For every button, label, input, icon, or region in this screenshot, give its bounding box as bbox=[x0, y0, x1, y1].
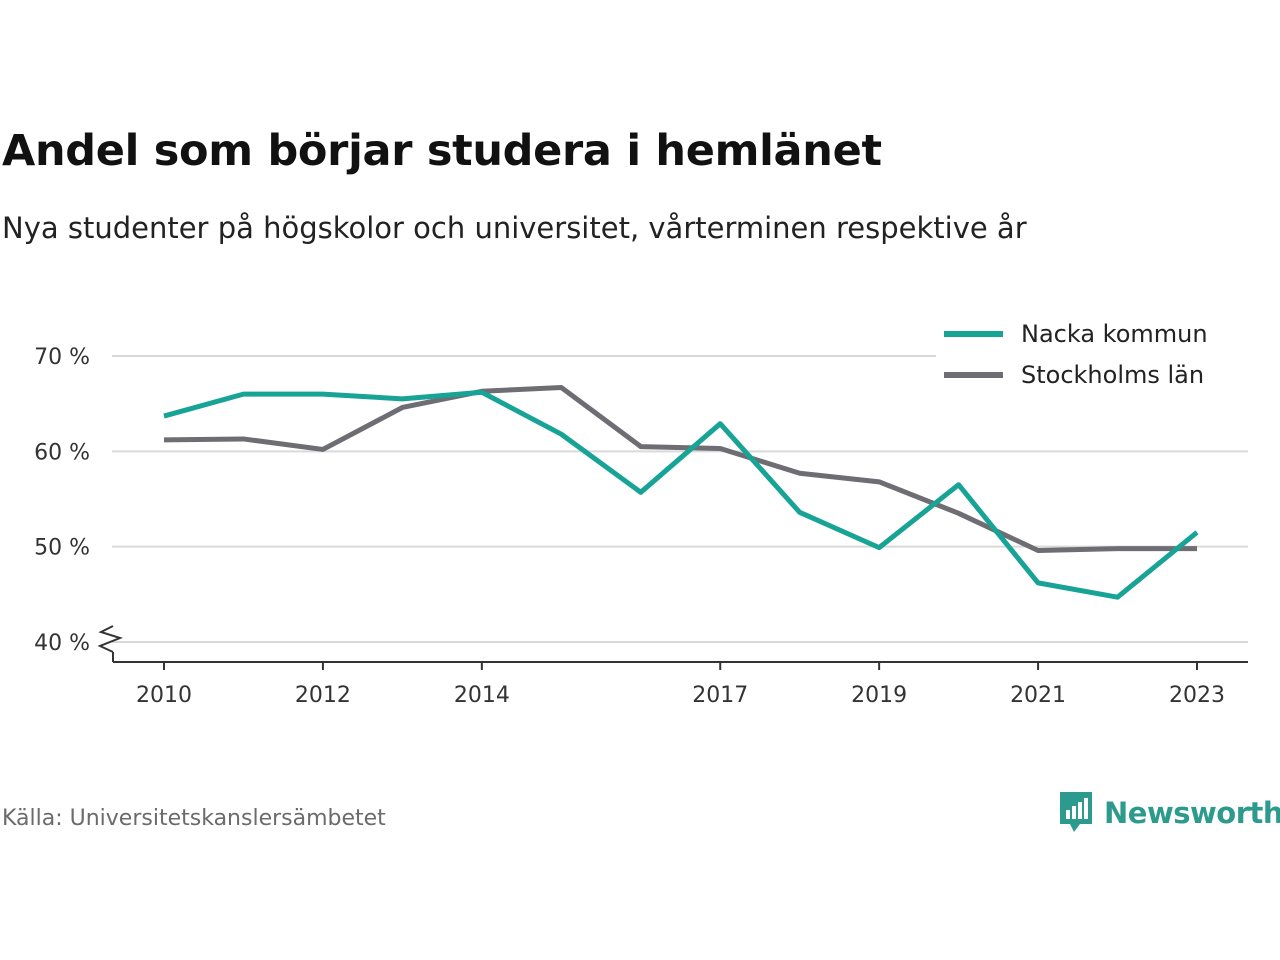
x-tick-label: 2023 bbox=[1169, 683, 1225, 708]
x-tick-label: 2019 bbox=[851, 683, 907, 708]
brand-logo: Newsworthy bbox=[1058, 790, 1280, 836]
axis-break-icon bbox=[97, 625, 123, 653]
x-tick-label: 2021 bbox=[1010, 683, 1066, 708]
source-note: Källa: Universitetskanslersämbetet bbox=[2, 806, 386, 831]
chart-subtitle: Nya studenter på högskolor och universit… bbox=[2, 211, 1027, 245]
x-tick-label: 2010 bbox=[136, 683, 192, 708]
y-tick-label: 50 % bbox=[34, 536, 90, 561]
series-lines bbox=[163, 384, 1199, 600]
legend-background bbox=[936, 312, 1258, 400]
legend-label: Nacka kommun bbox=[1021, 320, 1208, 348]
legend-label: Stockholms län bbox=[1021, 361, 1204, 389]
y-tick-label: 70 % bbox=[34, 345, 90, 370]
x-tick-label: 2014 bbox=[454, 683, 510, 708]
chart-title: Andel som börjar studera i hemlänet bbox=[2, 126, 882, 176]
series-line-nacka-kommun bbox=[163, 389, 1199, 600]
series-line-stockholms-lan bbox=[163, 384, 1197, 553]
x-tick-label: 2012 bbox=[295, 683, 351, 708]
newsworthy-logo-icon bbox=[1060, 792, 1092, 832]
legend: Nacka kommun Stockholms län bbox=[936, 312, 1258, 400]
brand-name: Newsworthy bbox=[1104, 796, 1280, 830]
y-tick-label: 60 % bbox=[34, 440, 90, 465]
x-tick-label: 2017 bbox=[692, 683, 748, 708]
axes: 40 % 50 % 60 % 70 % 2010 2012 2014 2017 2019 2021… bbox=[34, 345, 1248, 708]
y-tick-label: 40 % bbox=[34, 631, 90, 656]
